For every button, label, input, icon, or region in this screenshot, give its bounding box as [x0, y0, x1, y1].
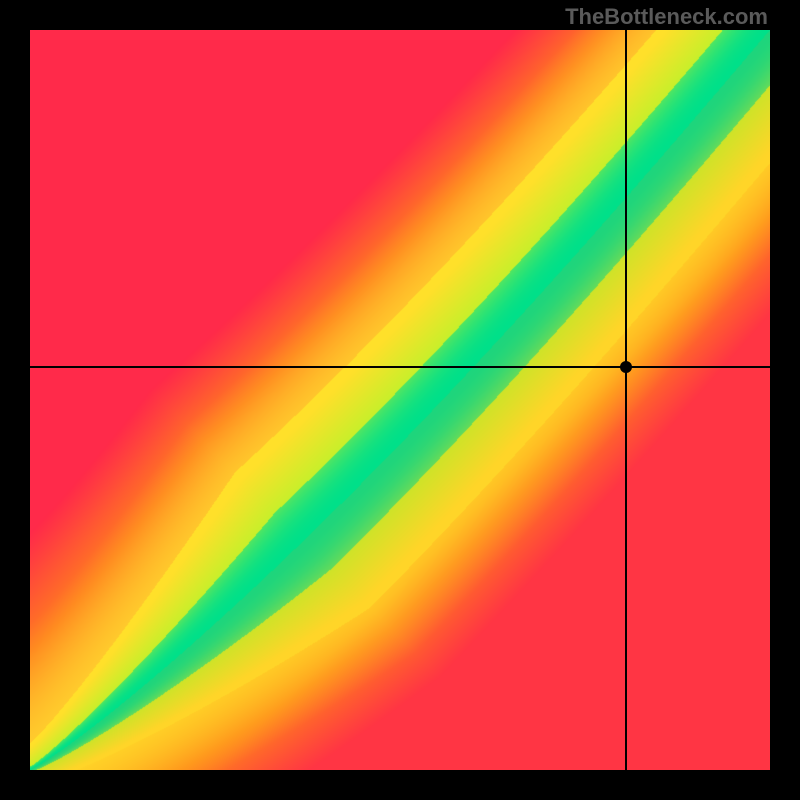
- plot-area: [30, 30, 770, 770]
- crosshair-horizontal: [30, 366, 770, 368]
- watermark-text: TheBottleneck.com: [565, 4, 768, 30]
- outer-frame: TheBottleneck.com: [0, 0, 800, 800]
- crosshair-vertical: [625, 30, 627, 770]
- heatmap-canvas: [30, 30, 770, 770]
- crosshair-marker: [620, 361, 632, 373]
- chart-container: TheBottleneck.com: [0, 0, 800, 800]
